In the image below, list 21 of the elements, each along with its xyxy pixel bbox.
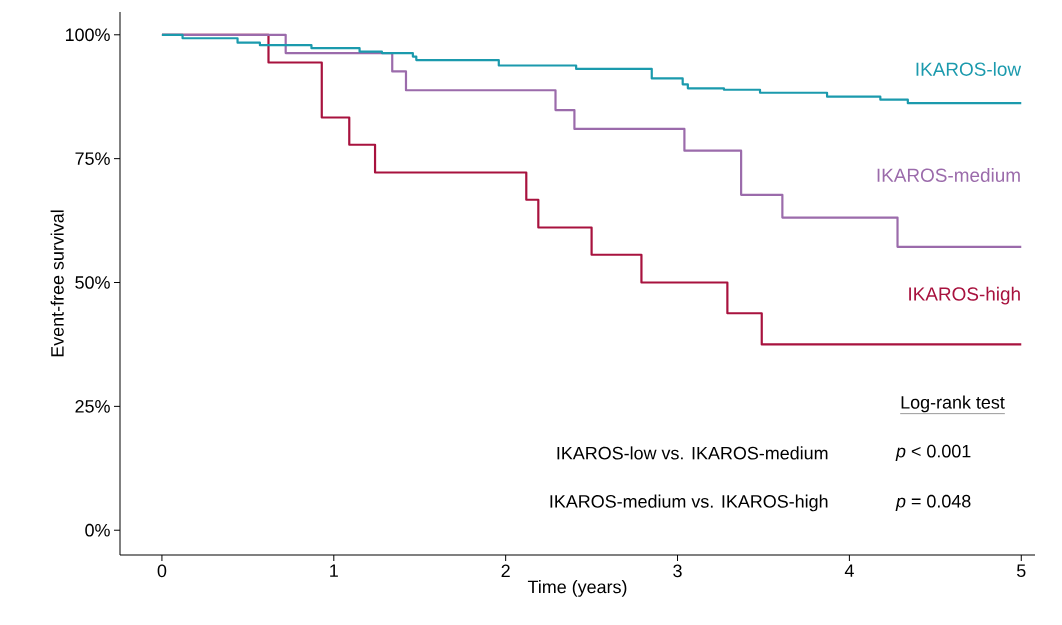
y-tick-label: 75% (75, 152, 110, 165)
annotation: IKAROS-medium vs. IKAROS-high (550, 494, 828, 512)
series-label: IKAROS-medium (877, 168, 1020, 182)
annotation: Log-rank test (901, 395, 1005, 413)
x-tick-label: 3 (673, 564, 682, 578)
x-tick-label: 5 (1017, 564, 1026, 578)
y-tick-label: 25% (75, 400, 110, 413)
x-tick-label: 0 (157, 564, 167, 578)
text: IKAROS-high (909, 286, 1020, 305)
x-tick-label: 2 (501, 564, 510, 578)
y-tick-label: 0% (85, 523, 110, 537)
y-tick-label: 50% (75, 276, 110, 289)
y-axis-title: Event-free survival (50, 210, 64, 357)
series-label: IKAROS-low (916, 62, 1022, 76)
annotation: IKAROS-low vs. IKAROS-medium (557, 446, 828, 460)
x-tick-label: 4 (844, 564, 854, 577)
x-axis-title: Time (years) (527, 580, 627, 597)
y-tick-label: 100% (65, 28, 110, 42)
annotation: p < 0.001 (895, 444, 971, 462)
x-tick-label: 1 (330, 564, 338, 577)
annotation: p = 0.048 (895, 494, 971, 512)
